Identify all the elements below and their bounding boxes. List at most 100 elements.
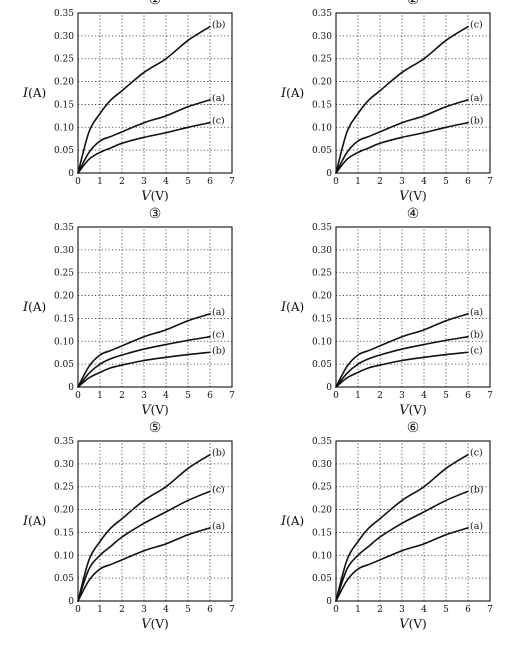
y-tick-label: 0.15: [54, 314, 74, 324]
chart-panel-6: ⑥0 1 2 3 4 5 6 700.050.100.150.200.250.300.35I(…: [280, 420, 493, 632]
x-tick-label: 4: [421, 391, 427, 401]
x-tick-label: 5: [443, 177, 449, 187]
y-tick-label: 0.05: [54, 360, 74, 370]
series-line-b: [335, 490, 469, 602]
grid-lines: [336, 13, 490, 173]
series-line-b: [335, 121, 469, 174]
series-line-a: [77, 527, 211, 602]
x-tick-label: 6: [207, 605, 213, 615]
chart-title: ③: [149, 206, 162, 222]
x-tick-label: 6: [465, 177, 471, 187]
y-axis-label: I(A): [280, 514, 304, 529]
y-tick-label: 0.35: [54, 9, 74, 19]
y-axis-unit: (A): [286, 86, 304, 100]
series-line-b: [77, 453, 211, 602]
x-tick-label: 5: [185, 605, 191, 615]
y-tick-label: 0: [326, 169, 332, 179]
y-tick-label: 0.20: [54, 506, 74, 516]
x-tick-label: 4: [163, 391, 169, 401]
x-tick-label: 5: [443, 605, 449, 615]
series-label: (a): [212, 521, 225, 532]
y-axis-unit: (A): [286, 514, 304, 528]
x-tick-label: 7: [229, 391, 235, 401]
grid-lines: [78, 227, 232, 387]
y-tick-label: 0.15: [312, 528, 332, 538]
y-tick-label: 0.15: [312, 100, 332, 110]
y-axis-symbol: I: [280, 86, 287, 101]
y-tick-label: 0.30: [312, 246, 332, 256]
x-tick-label: 0: [75, 605, 81, 615]
y-tick-label: 0.15: [54, 528, 74, 538]
x-axis-label: V(V): [399, 617, 426, 632]
chart-panel-2: ②0 1 2 3 4 5 6 700.050.100.150.200.250.300.35I(…: [280, 0, 493, 204]
x-tick-label: 5: [185, 177, 191, 187]
y-tick-label: 0.30: [54, 32, 74, 42]
series-label: (b): [470, 116, 484, 127]
x-axis-symbol: V: [399, 403, 410, 418]
y-axis-label: I(A): [22, 514, 46, 529]
y-tick-label: 0.30: [312, 460, 332, 470]
x-tick-label: 4: [421, 605, 427, 615]
x-axis-symbol: V: [141, 189, 152, 204]
chart-title: ⑤: [149, 420, 162, 436]
x-tick-label: 6: [207, 177, 213, 187]
series-line-a: [77, 99, 211, 174]
y-tick-label: 0.25: [312, 55, 332, 65]
x-tick-label: 0: [75, 177, 81, 187]
y-tick-label: 0.15: [54, 100, 74, 110]
plot-frame: [335, 12, 491, 174]
y-tick-label: 0.10: [54, 551, 74, 561]
y-tick-label: 0.15: [312, 314, 332, 324]
x-tick-label: 2: [377, 605, 383, 615]
series-line-c: [77, 121, 211, 174]
x-tick-label: 5: [185, 391, 191, 401]
y-axis-label: I(A): [22, 300, 46, 315]
x-tick-label: 3: [399, 605, 405, 615]
x-tick-label: 0: [333, 177, 339, 187]
y-tick-label: 0: [68, 383, 74, 393]
series-line-c: [335, 25, 469, 174]
y-tick-label: 0.30: [54, 460, 74, 470]
y-tick-label: 0.20: [312, 292, 332, 302]
y-tick-label: 0.25: [312, 269, 332, 279]
series-line-c: [335, 453, 469, 602]
chart-title: ④: [407, 206, 420, 222]
x-tick-label: 0: [333, 391, 339, 401]
y-axis-symbol: I: [22, 300, 29, 315]
series-label: (c): [470, 448, 483, 459]
series-label: (a): [212, 93, 225, 104]
series-line-c: [335, 351, 469, 388]
x-tick-label: 4: [421, 177, 427, 187]
x-tick-label: 3: [141, 391, 147, 401]
y-tick-label: 0: [326, 597, 332, 607]
x-tick-label: 1: [97, 177, 103, 187]
x-tick-label: 3: [399, 391, 405, 401]
series-line-b: [77, 351, 211, 388]
y-tick-label: 0.20: [54, 292, 74, 302]
x-tick-label: 2: [377, 177, 383, 187]
x-tick-label: 1: [355, 605, 361, 615]
x-tick-label: 5: [443, 391, 449, 401]
plot-frame: [335, 440, 491, 602]
x-tick-label: 7: [229, 605, 235, 615]
y-axis-unit: (A): [28, 86, 46, 100]
y-tick-label: 0.05: [54, 146, 74, 156]
x-axis-label: V(V): [141, 403, 168, 418]
series-line-a: [335, 313, 469, 388]
y-axis-label: I(A): [22, 86, 46, 101]
x-tick-label: 3: [399, 177, 405, 187]
series-line-a: [335, 527, 469, 602]
y-tick-label: 0.35: [54, 223, 74, 233]
series-label: (b): [212, 20, 226, 31]
y-tick-label: 0.25: [54, 55, 74, 65]
y-tick-label: 0: [68, 597, 74, 607]
y-tick-label: 0.20: [312, 506, 332, 516]
x-axis-symbol: V: [399, 617, 410, 632]
series-label: (b): [470, 330, 484, 341]
y-axis-symbol: I: [280, 514, 287, 529]
y-tick-label: 0.30: [54, 246, 74, 256]
x-tick-label: 4: [163, 177, 169, 187]
x-tick-label: 2: [377, 391, 383, 401]
grid-lines: [336, 441, 490, 601]
chart-title: ⑥: [407, 420, 420, 436]
